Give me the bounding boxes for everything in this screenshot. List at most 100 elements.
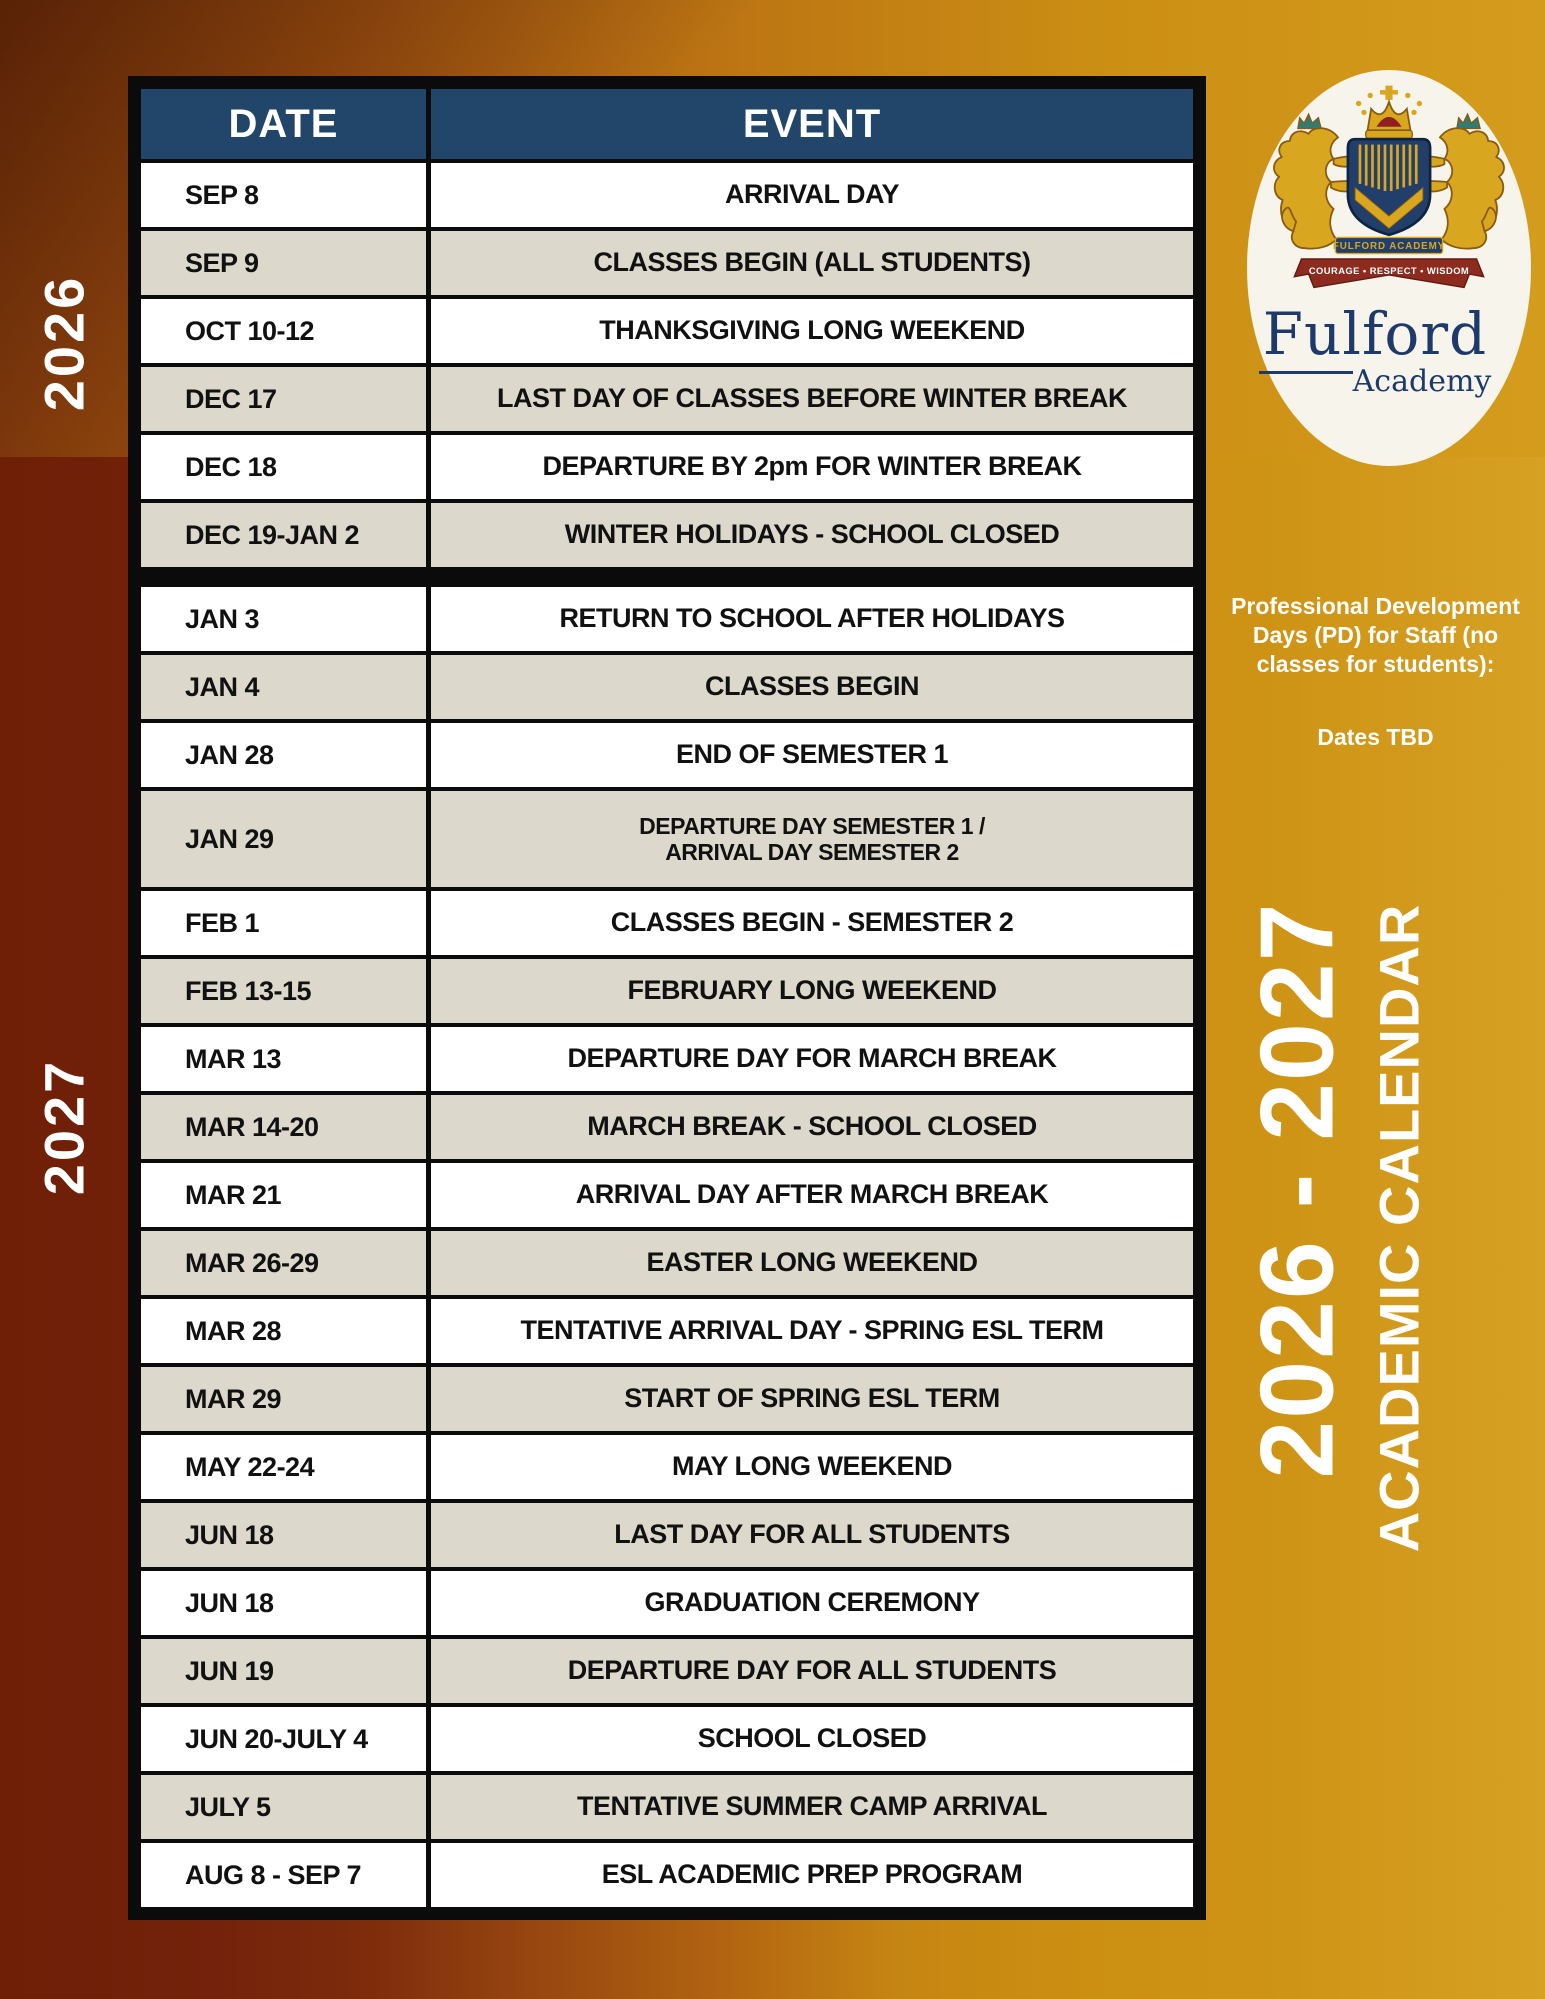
table-cell-event: ARRIVAL DAY AFTER MARCH BREAK [431,1163,1193,1227]
table-row: FEB 13-15 FEBRUARY LONG WEEKEND [141,959,1193,1023]
table-cell-date: FEB 13-15 [141,959,426,1023]
table-cell-event: GRADUATION CEREMONY [431,1571,1193,1635]
section-divider [141,567,1193,583]
table-cell-date: MAR 13 [141,1027,426,1091]
table-row: JAN 3 RETURN TO SCHOOL AFTER HOLIDAYS [141,587,1193,651]
table-row: MAR 14-20 MARCH BREAK - SCHOOL CLOSED [141,1095,1193,1159]
table-cell-event: MAY LONG WEEKEND [431,1435,1193,1499]
table-row: MAY 22-24 MAY LONG WEEKEND [141,1435,1193,1499]
table-section-2027: JAN 3 RETURN TO SCHOOL AFTER HOLIDAYS JA… [141,583,1193,1907]
table-cell-event: WINTER HOLIDAYS - SCHOOL CLOSED [431,503,1193,567]
table-cell-date: DEC 18 [141,435,426,499]
motto-text: COURAGE • RESPECT • WISDOM [1309,266,1469,276]
table-cell-date: JAN 29 [141,791,426,887]
lion-crown-left-icon [1297,112,1322,130]
table-cell-date: DEC 19-JAN 2 [141,503,426,567]
shield-icon [1346,137,1432,237]
calendar-table: DATE EVENT SEP 8 ARRIVAL DAY SEP 9 CLASS… [128,76,1206,1920]
table-row: MAR 26-29 EASTER LONG WEEKEND [141,1231,1193,1295]
table-cell-event: CLASSES BEGIN (ALL STUDENTS) [431,231,1193,295]
table-cell-event: DEPARTURE DAY FOR ALL STUDENTS [431,1639,1193,1703]
table-cell-date: JUN 18 [141,1503,426,1567]
table-cell-date: JUN 19 [141,1639,426,1703]
table-row: FEB 1 CLASSES BEGIN - SEMESTER 2 [141,891,1193,955]
side-year-label-2026: 2026 [32,274,96,412]
crest-banner: FULFORD ACADEMY [1333,236,1445,255]
table-cell-date: DEC 17 [141,367,426,431]
table-cell-date: JUN 20-JULY 4 [141,1707,426,1771]
table-cell-event: ESL ACADEMIC PREP PROGRAM [431,1843,1193,1907]
table-cell-event: LAST DAY FOR ALL STUDENTS [431,1503,1193,1567]
table-row: JUN 20-JULY 4 SCHOOL CLOSED [141,1707,1193,1771]
table-header-event: EVENT [431,89,1193,159]
table-cell-date: MAR 28 [141,1299,426,1363]
table-cell-event: DEPARTURE DAY SEMESTER 1 / ARRIVAL DAY S… [431,791,1193,887]
table-cell-date: MAR 14-20 [141,1095,426,1159]
table-row: JUN 19 DEPARTURE DAY FOR ALL STUDENTS [141,1639,1193,1703]
table-section-2026: SEP 8 ARRIVAL DAY SEP 9 CLASSES BEGIN (A… [141,159,1193,567]
table-row: JUN 18 LAST DAY FOR ALL STUDENTS [141,1503,1193,1567]
table-cell-date: MAR 29 [141,1367,426,1431]
table-cell-date: JAN 3 [141,587,426,651]
table-cell-date: JAN 4 [141,655,426,719]
table-cell-event: RETURN TO SCHOOL AFTER HOLIDAYS [431,587,1193,651]
table-cell-date: AUG 8 - SEP 7 [141,1843,426,1907]
table-cell-event: CLASSES BEGIN - SEMESTER 2 [431,891,1193,955]
table-cell-event: TENTATIVE ARRIVAL DAY - SPRING ESL TERM [431,1299,1193,1363]
side-year-label-2027: 2027 [32,1058,96,1196]
pd-days-note: Professional Development Days (PD) for S… [1231,593,1520,677]
table-cell-event: FEBRUARY LONG WEEKEND [431,959,1193,1023]
table-row: OCT 10-12 THANKSGIVING LONG WEEKEND [141,299,1193,363]
table-cell-date: MAR 21 [141,1163,426,1227]
table-cell-event: END OF SEMESTER 1 [431,723,1193,787]
logo-wordmark: Fulford [1262,300,1488,368]
table-row: SEP 9 CLASSES BEGIN (ALL STUDENTS) [141,231,1193,295]
table-cell-event: MARCH BREAK - SCHOOL CLOSED [431,1095,1193,1159]
table-row: MAR 21 ARRIVAL DAY AFTER MARCH BREAK [141,1163,1193,1227]
table-row: JULY 5 TENTATIVE SUMMER CAMP ARRIVAL [141,1775,1193,1839]
table-row: JAN 29 DEPARTURE DAY SEMESTER 1 / ARRIVA… [141,791,1193,887]
table-cell-date: JAN 28 [141,723,426,787]
table-cell-event: THANKSGIVING LONG WEEKEND [431,299,1193,363]
table-row: MAR 29 START OF SPRING ESL TERM [141,1367,1193,1431]
table-cell-event: CLASSES BEGIN [431,655,1193,719]
table-cell-event: DEPARTURE BY 2pm FOR WINTER BREAK [431,435,1193,499]
table-row: JUN 18 GRADUATION CEREMONY [141,1571,1193,1635]
table-cell-event: EASTER LONG WEEKEND [431,1231,1193,1295]
lion-crown-right-icon [1456,112,1481,130]
table-cell-date: MAR 26-29 [141,1231,426,1295]
table-row: JAN 28 END OF SEMESTER 1 [141,723,1193,787]
table-cell-date: SEP 9 [141,231,426,295]
crest-icon: FULFORD ACADEMY COURAGE • RESPECT • WISD… [1273,85,1505,289]
school-logo: FULFORD ACADEMY COURAGE • RESPECT • WISD… [1247,70,1531,466]
table-row: MAR 13 DEPARTURE DAY FOR MARCH BREAK [141,1027,1193,1091]
table-cell-event: ARRIVAL DAY [431,163,1193,227]
motto-ribbon: COURAGE • RESPECT • WISDOM [1293,258,1485,289]
years-banner: 2026 - 2027 [1239,901,1356,1479]
table-cell-date: OCT 10-12 [141,299,426,363]
crown-icon [1355,85,1423,139]
table-cell-date: JUN 18 [141,1571,426,1635]
table-row: MAR 28 TENTATIVE ARRIVAL DAY - SPRING ES… [141,1299,1193,1363]
table-row: SEP 8 ARRIVAL DAY [141,163,1193,227]
pd-dates-tbd: Dates TBD [1317,724,1434,750]
table-cell-event: TENTATIVE SUMMER CAMP ARRIVAL [431,1775,1193,1839]
logo-underline [1259,371,1353,374]
table-cell-event: LAST DAY OF CLASSES BEFORE WINTER BREAK [431,367,1193,431]
crest-banner-text: FULFORD ACADEMY [1333,241,1445,252]
table-cell-event: DEPARTURE DAY FOR MARCH BREAK [431,1027,1193,1091]
academic-calendar-banner: ACADEMIC CALENDAR [1367,903,1431,1553]
table-cell-date: JULY 5 [141,1775,426,1839]
logo-subname: Academy [1352,364,1492,399]
table-row: AUG 8 - SEP 7 ESL ACADEMIC PREP PROGRAM [141,1843,1193,1907]
table-cell-date: SEP 8 [141,163,426,227]
table-cell-date: MAY 22-24 [141,1435,426,1499]
table-row: DEC 17 LAST DAY OF CLASSES BEFORE WINTER… [141,367,1193,431]
table-cell-event: START OF SPRING ESL TERM [431,1367,1193,1431]
table-row: JAN 4 CLASSES BEGIN [141,655,1193,719]
table-header-date: DATE [141,89,426,159]
table-row: DEC 19-JAN 2 WINTER HOLIDAYS - SCHOOL CL… [141,503,1193,567]
table-cell-date: FEB 1 [141,891,426,955]
table-header-row: DATE EVENT [141,89,1193,159]
